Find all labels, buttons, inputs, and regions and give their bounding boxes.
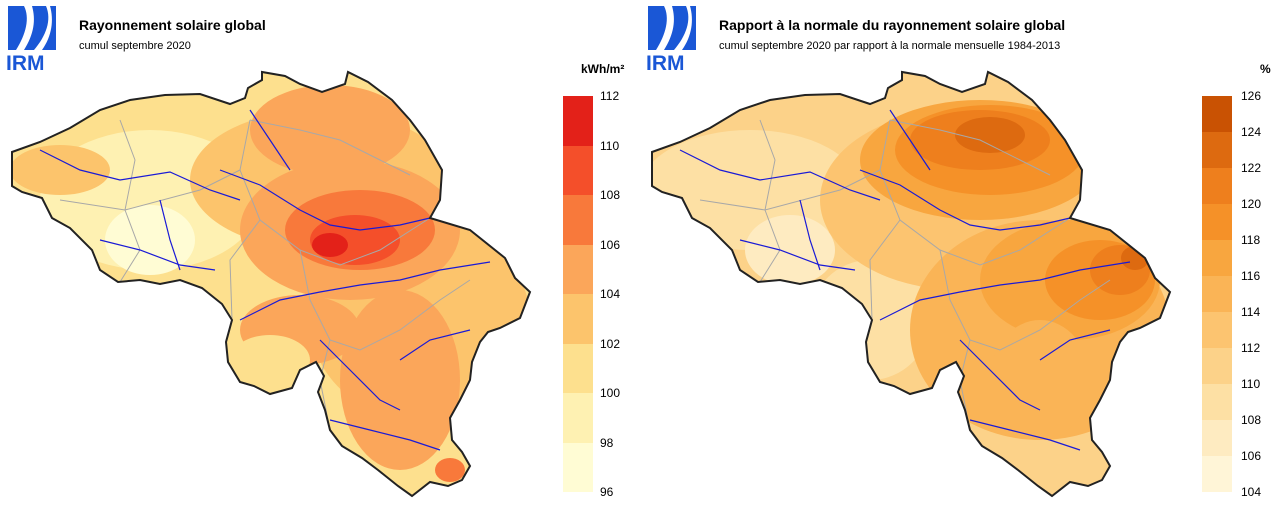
- irm-logo: IRM: [646, 4, 698, 74]
- legend-tick-label: 126: [1241, 89, 1262, 103]
- belgium-border: [11, 70, 532, 498]
- map-title: Rayonnement solaire global: [79, 17, 266, 33]
- legend-tick-label: 106: [1241, 449, 1262, 463]
- legend-tick-label: 108: [600, 188, 621, 202]
- legend-tick-label: 104: [600, 287, 621, 301]
- legend-color-bin: [563, 442, 593, 492]
- legend-unit: kWh/m²: [581, 62, 625, 76]
- legend-unit: %: [1260, 62, 1271, 76]
- radiation-ratio-panel: IRM Rapport à la normale du rayonnement …: [640, 0, 1280, 507]
- legend-color-bin: [563, 145, 593, 195]
- map-title: Rapport à la normale du rayonnement sola…: [719, 17, 1066, 33]
- map-subtitle: cumul septembre 2020 par rapport à la no…: [719, 40, 1061, 52]
- legend-color-bin: [1202, 96, 1232, 132]
- legend-tick-label: 112: [600, 89, 620, 103]
- legend-tick-label: 98: [600, 435, 614, 450]
- legend-tick-label: 114: [1241, 305, 1261, 319]
- legend-color-bin: [563, 393, 593, 443]
- legend-tick-label: 122: [1241, 161, 1262, 175]
- legend-tick-label: 124: [1241, 125, 1262, 139]
- legend-color-bin: [563, 294, 593, 344]
- legend-color-bin: [1202, 384, 1232, 420]
- legend-tick-label: 100: [600, 386, 621, 400]
- irm-logo-text: IRM: [6, 52, 45, 75]
- legend-color-bin: [563, 244, 593, 294]
- irm-logo-icon: [648, 6, 696, 50]
- legend-color-bin: [1202, 348, 1232, 384]
- legend-tick-label: 96: [600, 485, 614, 499]
- legend-color-bin: [563, 343, 593, 393]
- belgium-ratio-map: [651, 70, 1172, 498]
- legend-tick-label: 108: [1241, 413, 1262, 427]
- legend-tick-label: 112: [1241, 341, 1261, 355]
- legend-color-bin: [1202, 312, 1232, 348]
- legend-color-bin: [563, 96, 593, 146]
- legend-color-bin: [563, 195, 593, 245]
- irm-logo-text: IRM: [646, 52, 685, 75]
- legend-color-bin: [1202, 240, 1232, 276]
- legend-color-bin: [1202, 168, 1232, 204]
- irm-logo-icon: [8, 6, 56, 50]
- solar-radiation-panel: IRM Rayonnement solaire global cumul sep…: [6, 4, 625, 499]
- legend-color-bin: [1202, 276, 1232, 312]
- legend-color-bin: [1202, 420, 1232, 456]
- legend-tick-label: 120: [1241, 197, 1262, 211]
- legend-tick-label: 106: [600, 237, 621, 252]
- belgium-border: [651, 70, 1172, 498]
- legend-tick-label: 118: [1241, 233, 1261, 247]
- legend-color-bin: [1202, 132, 1232, 168]
- legend-color-bin: [1202, 456, 1232, 492]
- irm-logo: IRM: [6, 4, 58, 74]
- legend-color-bin: [1202, 204, 1232, 240]
- legend-tick-label: 116: [1241, 269, 1261, 283]
- legend-tick-label: 110: [600, 138, 620, 153]
- belgium-radiation-map: [11, 70, 532, 498]
- map-subtitle: cumul septembre 2020: [79, 40, 191, 52]
- legend-tick-label: 104: [1241, 485, 1262, 499]
- legend-tick-label: 110: [1241, 377, 1261, 391]
- legend-tick-label: 102: [600, 336, 621, 351]
